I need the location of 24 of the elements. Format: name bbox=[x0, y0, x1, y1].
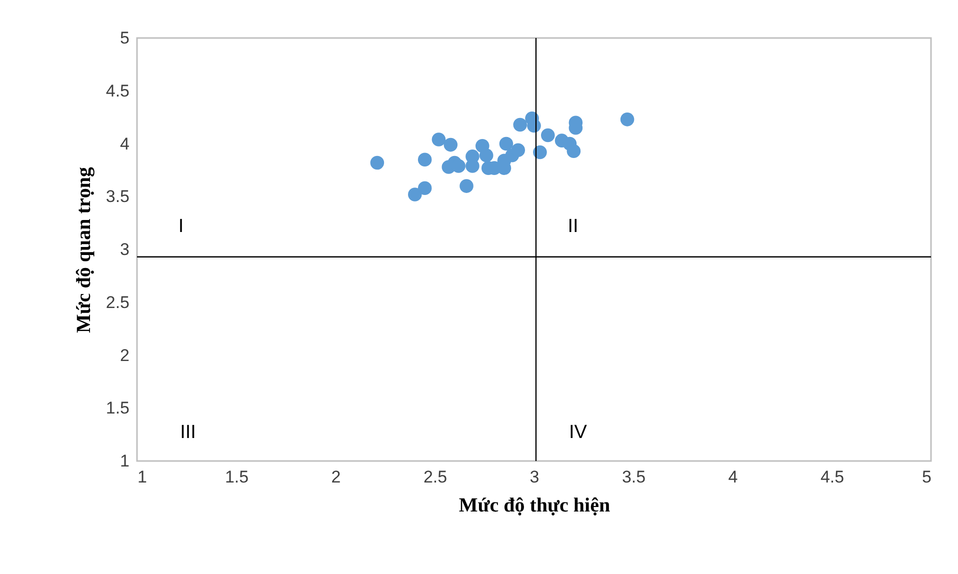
y-tick-label: 4 bbox=[120, 134, 130, 154]
y-tick-label: 4.5 bbox=[106, 81, 130, 100]
x-tick-label: 1.5 bbox=[224, 468, 249, 486]
y-tick-label: 1.5 bbox=[106, 398, 130, 418]
annotation: III bbox=[180, 422, 196, 443]
y-tick-label: 1 bbox=[120, 452, 130, 470]
y-tick-label: 3.5 bbox=[106, 187, 130, 206]
y-tick-label: 5 bbox=[120, 28, 130, 48]
x-tick-label: 2.5 bbox=[423, 468, 448, 486]
x-tick-label: 3.5 bbox=[622, 468, 646, 486]
annotation: II bbox=[568, 216, 578, 237]
x-tick-label: 1 bbox=[138, 468, 147, 486]
y-tick-label: 2 bbox=[120, 346, 130, 365]
y-axis-title: Mức độ quan trọng bbox=[72, 167, 95, 333]
x-tick-label: 5 bbox=[922, 468, 932, 486]
x-axis-title: Mức độ thực hiện bbox=[458, 494, 610, 516]
x-tick-label: 4 bbox=[728, 468, 738, 486]
annotation: IV bbox=[569, 422, 588, 443]
x-tick-label: 4.5 bbox=[820, 468, 844, 486]
x-tick-label: 2 bbox=[331, 468, 341, 486]
y-tick-label: 3 bbox=[120, 240, 130, 259]
y-tick-label: 2.5 bbox=[106, 292, 130, 312]
x-tick-label: 3 bbox=[530, 468, 540, 486]
annotation: I bbox=[178, 216, 184, 237]
